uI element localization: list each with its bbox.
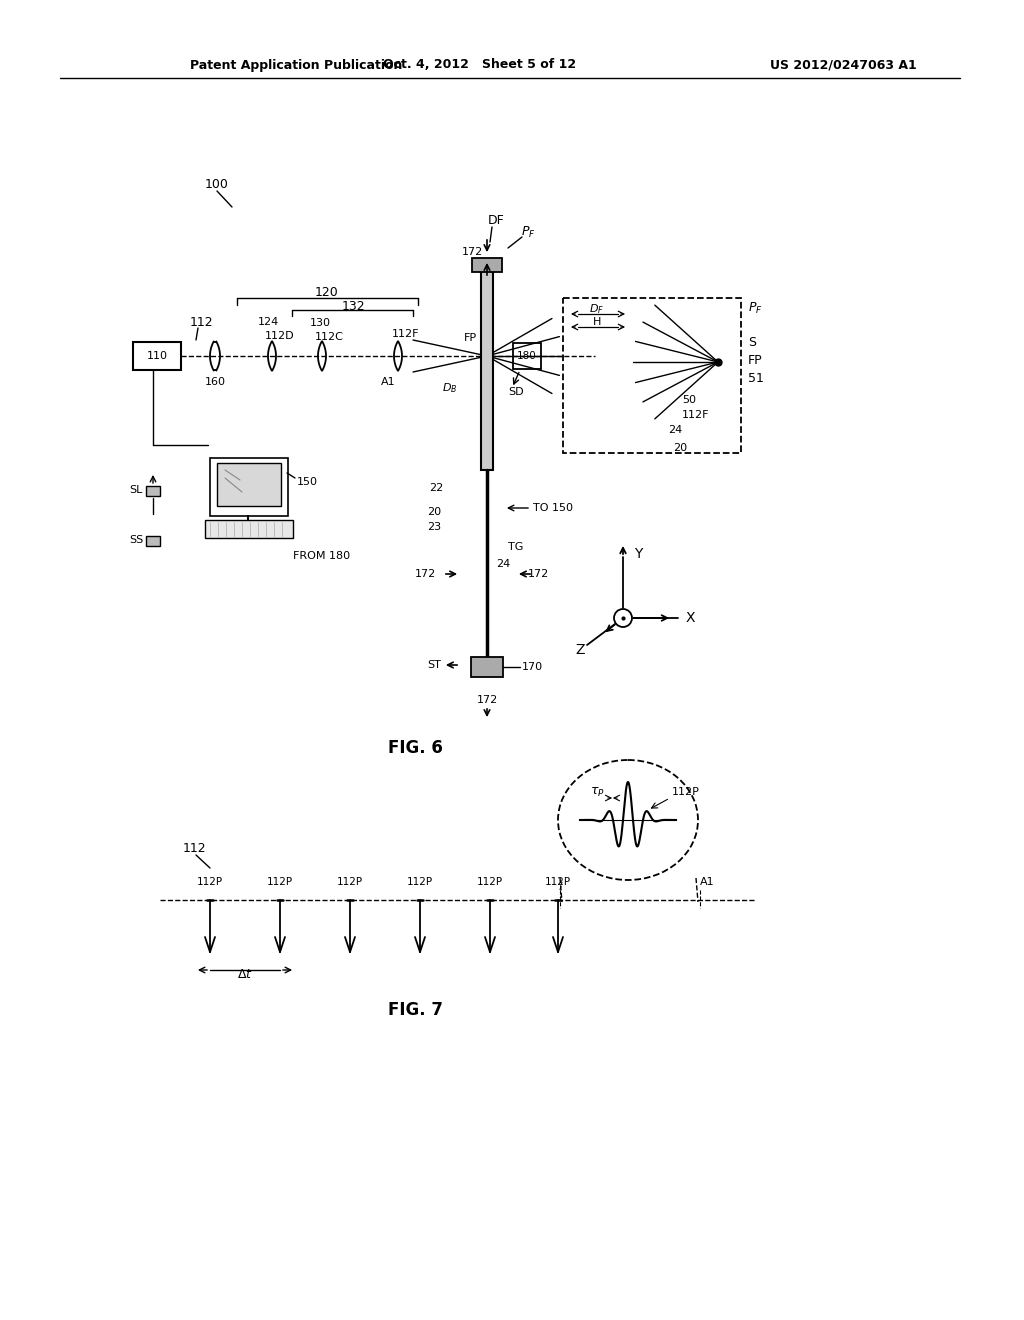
Text: SL: SL [130, 484, 143, 495]
Text: US 2012/0247063 A1: US 2012/0247063 A1 [770, 58, 916, 71]
Text: 112: 112 [190, 315, 214, 329]
Text: 172: 172 [462, 247, 482, 257]
Text: $\tau_{P}$: $\tau_{P}$ [590, 785, 605, 799]
Text: $P_F$: $P_F$ [748, 301, 763, 315]
Text: 112P: 112P [477, 876, 503, 887]
Text: Z: Z [575, 643, 585, 657]
Bar [133, 342, 181, 370]
Text: 112P: 112P [337, 876, 364, 887]
Text: 120: 120 [315, 286, 339, 300]
Text: 24: 24 [668, 425, 682, 436]
Text: 112P: 112P [267, 876, 293, 887]
Text: 23: 23 [427, 521, 441, 532]
Text: H: H [593, 317, 601, 327]
Text: Y: Y [634, 546, 642, 561]
Text: 172: 172 [476, 696, 498, 705]
Text: 112P: 112P [545, 876, 571, 887]
Text: FP: FP [464, 333, 476, 343]
Text: FIG. 7: FIG. 7 [387, 1001, 442, 1019]
Text: A1: A1 [700, 876, 715, 887]
Bar [472, 257, 502, 272]
Text: 100: 100 [205, 178, 229, 191]
Text: 112P: 112P [197, 876, 223, 887]
Text: 130: 130 [310, 318, 331, 327]
Text: 51: 51 [748, 371, 764, 384]
Text: 50: 50 [682, 395, 696, 405]
Text: Oct. 4, 2012   Sheet 5 of 12: Oct. 4, 2012 Sheet 5 of 12 [383, 58, 577, 71]
Text: 22: 22 [429, 483, 443, 492]
Text: ST: ST [427, 660, 441, 671]
Text: 132: 132 [341, 300, 365, 313]
Bar [146, 536, 160, 546]
Text: 112F: 112F [392, 329, 420, 339]
Bar [513, 343, 541, 370]
Text: 172: 172 [527, 569, 549, 579]
Text: 112C: 112C [315, 333, 344, 342]
Text: 112D: 112D [265, 331, 295, 341]
Text: Patent Application Publication: Patent Application Publication [190, 58, 402, 71]
Text: 124: 124 [258, 317, 280, 327]
Text: FIG. 6: FIG. 6 [387, 739, 442, 756]
Bar [563, 298, 741, 453]
Bar [146, 486, 160, 496]
Text: $D_F$: $D_F$ [590, 302, 604, 315]
Text: $D_B$: $D_B$ [442, 381, 458, 395]
Text: 160: 160 [205, 378, 225, 387]
Bar [217, 463, 281, 506]
Text: SS: SS [129, 535, 143, 545]
Bar [205, 520, 293, 539]
Bar [471, 657, 503, 677]
Ellipse shape [558, 760, 698, 880]
Text: 112P: 112P [407, 876, 433, 887]
Text: 172: 172 [415, 569, 435, 579]
Text: A1: A1 [381, 378, 395, 387]
Text: S: S [748, 335, 756, 348]
Text: 20: 20 [427, 507, 441, 517]
Text: 20: 20 [673, 444, 687, 453]
Text: 110: 110 [146, 351, 168, 360]
Text: 112F: 112F [682, 411, 710, 420]
Text: X: X [686, 611, 695, 624]
Text: 112P: 112P [672, 787, 699, 797]
Circle shape [614, 609, 632, 627]
Text: 112: 112 [183, 842, 207, 854]
Text: SD: SD [508, 387, 523, 397]
Text: FROM 180: FROM 180 [293, 550, 350, 561]
Text: 150: 150 [297, 477, 318, 487]
Text: 170: 170 [522, 663, 543, 672]
Text: 180: 180 [517, 351, 537, 360]
Text: DF: DF [487, 214, 505, 227]
Bar [481, 271, 493, 470]
Bar [210, 458, 288, 516]
Text: TG: TG [508, 543, 523, 552]
Text: $P_F$: $P_F$ [520, 224, 536, 239]
Text: TO 150: TO 150 [534, 503, 573, 513]
Text: 24: 24 [496, 558, 510, 569]
Text: FP: FP [748, 354, 763, 367]
Text: $\Delta t$: $\Delta t$ [238, 969, 253, 982]
